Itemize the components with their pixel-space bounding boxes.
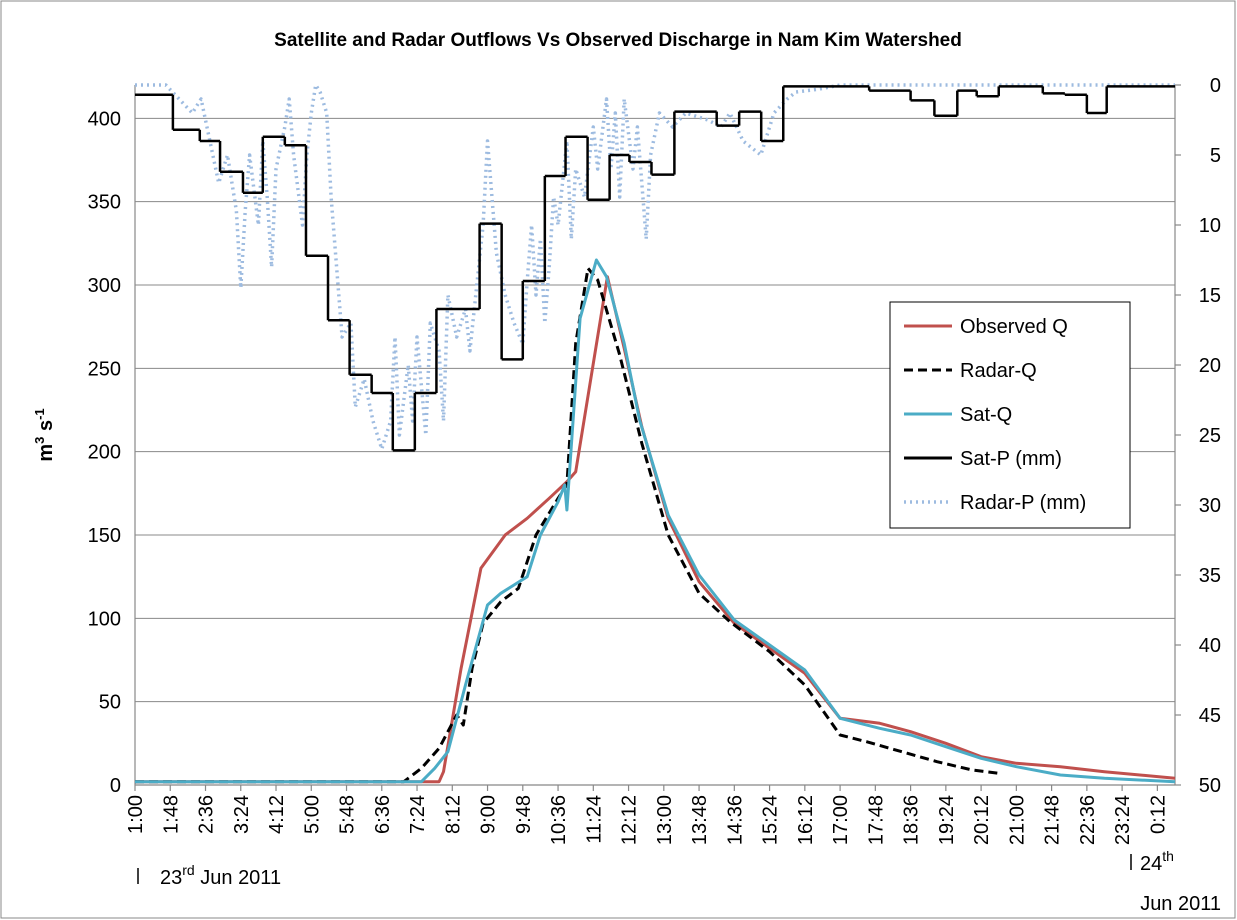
y-tick-label: 350 bbox=[88, 192, 121, 214]
y2-tick-label: 45 bbox=[1199, 705, 1221, 727]
annotation-sup: rd bbox=[182, 862, 194, 878]
x-tick-label: 6:36 bbox=[372, 795, 394, 834]
x-tick-label: 16:12 bbox=[795, 795, 817, 845]
annotation: Jun 2011 bbox=[1140, 893, 1221, 915]
y2-tick-label: 30 bbox=[1199, 495, 1221, 517]
annotation: 23rd Jun 2011 bbox=[160, 862, 281, 889]
y-label-part: s bbox=[35, 420, 57, 437]
x-tick-label: 1:48 bbox=[160, 795, 182, 834]
x-tick-label: 7:24 bbox=[407, 795, 429, 834]
x-tick-label: 9:48 bbox=[513, 795, 535, 834]
series-line bbox=[135, 275, 1176, 784]
x-tick-label: 8:12 bbox=[442, 795, 464, 834]
y-tick-label: 100 bbox=[88, 608, 121, 630]
y-tick-label: 250 bbox=[88, 358, 121, 380]
x-tick-label: 3:24 bbox=[231, 795, 253, 834]
x-tick-label: 13:00 bbox=[654, 795, 676, 845]
series-line bbox=[135, 258, 1176, 784]
x-tick-label: 18:36 bbox=[901, 795, 923, 845]
x-tick-label: 19:24 bbox=[936, 795, 958, 845]
x-tick-label: 21:00 bbox=[1006, 795, 1028, 845]
x-tick-label: 14:36 bbox=[724, 795, 746, 845]
x-tick-label: 17:00 bbox=[830, 795, 852, 845]
annotation-text: 23 bbox=[160, 867, 182, 889]
y-tick-label: 200 bbox=[88, 442, 121, 464]
y2-tick-label: 50 bbox=[1199, 775, 1221, 797]
legend-label: Radar-Q bbox=[960, 360, 1037, 382]
y-tick-label: 0 bbox=[110, 775, 121, 797]
x-tick-label: 10:36 bbox=[548, 795, 570, 845]
x-tick-label: 2:36 bbox=[196, 795, 218, 834]
y2-tick-label: 40 bbox=[1199, 635, 1221, 657]
annotation-sup: th bbox=[1162, 848, 1174, 864]
y-tick-label: 300 bbox=[88, 275, 121, 297]
annotation-text: 24 bbox=[1140, 853, 1162, 875]
y2-tick-label: 0 bbox=[1210, 75, 1221, 97]
x-tick-label: 13:48 bbox=[689, 795, 711, 845]
y2-tick-label: 10 bbox=[1199, 215, 1221, 237]
x-tick-label: 5:00 bbox=[301, 795, 323, 834]
y2-tick-label: 15 bbox=[1199, 285, 1221, 307]
x-tick-label: 9:00 bbox=[478, 795, 500, 834]
annotation: 24th bbox=[1140, 848, 1174, 875]
y-label-sup: -1 bbox=[32, 408, 47, 420]
legend-label: Radar-P (mm) bbox=[960, 492, 1086, 514]
y2-tick-label: 25 bbox=[1199, 425, 1221, 447]
x-tick-label: 11:24 bbox=[583, 795, 605, 844]
legend-label: Observed Q bbox=[960, 316, 1068, 338]
x-tick-label: 12:12 bbox=[619, 795, 641, 845]
y-axis-label: m3 s-1 bbox=[32, 408, 57, 461]
y2-tick-label: 35 bbox=[1199, 565, 1221, 587]
annotation-text: Jun 2011 bbox=[195, 867, 281, 889]
x-tick-label: 20:12 bbox=[971, 795, 993, 845]
y-tick-label: 150 bbox=[88, 525, 121, 547]
x-tick-label: 0:12 bbox=[1147, 795, 1169, 834]
x-tick-label: 23:24 bbox=[1112, 795, 1134, 845]
y-label-part: m bbox=[35, 444, 57, 462]
y2-tick-label: 20 bbox=[1199, 355, 1221, 377]
x-tick-label: 15:24 bbox=[760, 795, 782, 845]
legend-label: Sat-P (mm) bbox=[960, 448, 1062, 470]
y-tick-label: 400 bbox=[88, 108, 121, 130]
x-tick-label: 21:48 bbox=[1042, 795, 1064, 845]
legend-label: Sat-Q bbox=[960, 404, 1012, 426]
x-tick-label: 17:48 bbox=[865, 795, 887, 845]
chart-title: Satellite and Radar Outflows Vs Observed… bbox=[274, 30, 962, 51]
x-tick-label: 4:12 bbox=[266, 795, 288, 834]
x-tick-label: 22:36 bbox=[1077, 795, 1099, 845]
x-tick-label: 5:48 bbox=[337, 795, 359, 834]
y-tick-label: 50 bbox=[99, 692, 121, 714]
y2-tick-label: 5 bbox=[1210, 145, 1221, 167]
x-tick-label: 1:00 bbox=[125, 795, 147, 834]
y-label-sup: 3 bbox=[32, 437, 47, 444]
series-line bbox=[135, 83, 1175, 451]
